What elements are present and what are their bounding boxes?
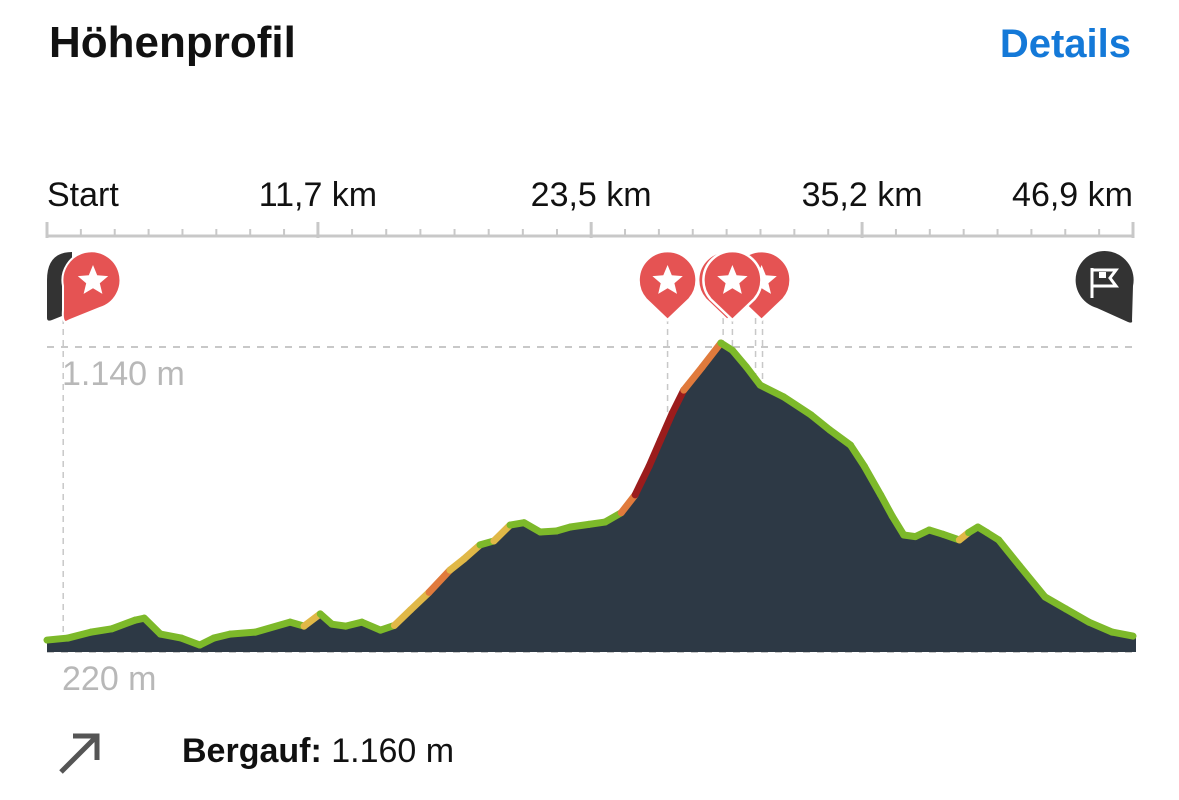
profile-segment [698, 339, 725, 371]
x-tick-label: 11,7 km [259, 176, 377, 214]
profile-segment [460, 541, 484, 563]
profile-segment [860, 462, 885, 499]
profile-segment [668, 386, 688, 417]
x-tick-label: 23,5 km [531, 176, 652, 214]
profile-segment [617, 491, 639, 517]
page-title: Höhenprofil [49, 18, 296, 67]
profile-segment [251, 618, 294, 636]
profile-segment [995, 536, 1024, 570]
profile-segment [156, 630, 185, 642]
elevation-area [47, 343, 1136, 652]
elevation-chart[interactable]: Start 11,7 km 23,5 km 35,2 km 46,9 km 1.140 … [0, 0, 1179, 720]
poi-pin-1[interactable] [61, 250, 122, 324]
ascent-label: Bergauf: [182, 732, 322, 770]
star-icon [77, 265, 109, 294]
star-icon [717, 265, 748, 294]
profile-segment [226, 628, 259, 638]
flag-check [1099, 272, 1106, 278]
star-icon [652, 265, 683, 294]
profile-segment [140, 614, 164, 638]
stats-row: Bergauf: 1.160 m [0, 720, 1179, 780]
profile-segment [407, 588, 433, 614]
profile-segment [877, 491, 896, 520]
profile-segment [1108, 628, 1137, 640]
profile-segment [847, 441, 868, 470]
profile-segment [425, 566, 454, 596]
profile-segment [390, 606, 415, 629]
profile-segment [657, 409, 676, 444]
profile-segment [742, 363, 764, 389]
profile-segment [1041, 593, 1070, 613]
profile-segment [1085, 618, 1116, 636]
poi-pin[interactable] [637, 249, 698, 322]
profile-segment [826, 426, 855, 449]
profile-segment [87, 625, 116, 636]
profile-segment [756, 381, 787, 401]
profile-segment [680, 363, 706, 394]
finish-pin[interactable] [1075, 251, 1134, 323]
ascent-stat: Bergauf: 1.160 m [182, 732, 454, 771]
x-tick-label: Start [47, 176, 119, 214]
profile-segment [108, 616, 139, 633]
profile-segment [888, 512, 908, 539]
profile-segment [64, 628, 95, 642]
profile-segment [490, 521, 514, 545]
ascent-value: 1.160 m [331, 732, 455, 770]
profile-segment [779, 393, 815, 419]
x-tick-label: 46,9 km [1012, 176, 1133, 214]
profile-segment [728, 346, 750, 371]
x-tick-label: 35,2 km [802, 176, 923, 214]
profile-segment [1062, 605, 1093, 626]
arrow-up-right-icon [59, 733, 100, 774]
profile-segment [645, 436, 665, 470]
checkered-flag-icon [1090, 268, 1119, 298]
profile-segment [631, 462, 653, 499]
y-tick-label: 1.140 m [62, 355, 185, 393]
y-tick-label: 220 m [62, 660, 157, 698]
profile-segment [1016, 562, 1049, 601]
poi-pin[interactable] [702, 249, 763, 322]
profile-segment [807, 411, 834, 434]
details-link[interactable]: Details [999, 22, 1131, 66]
